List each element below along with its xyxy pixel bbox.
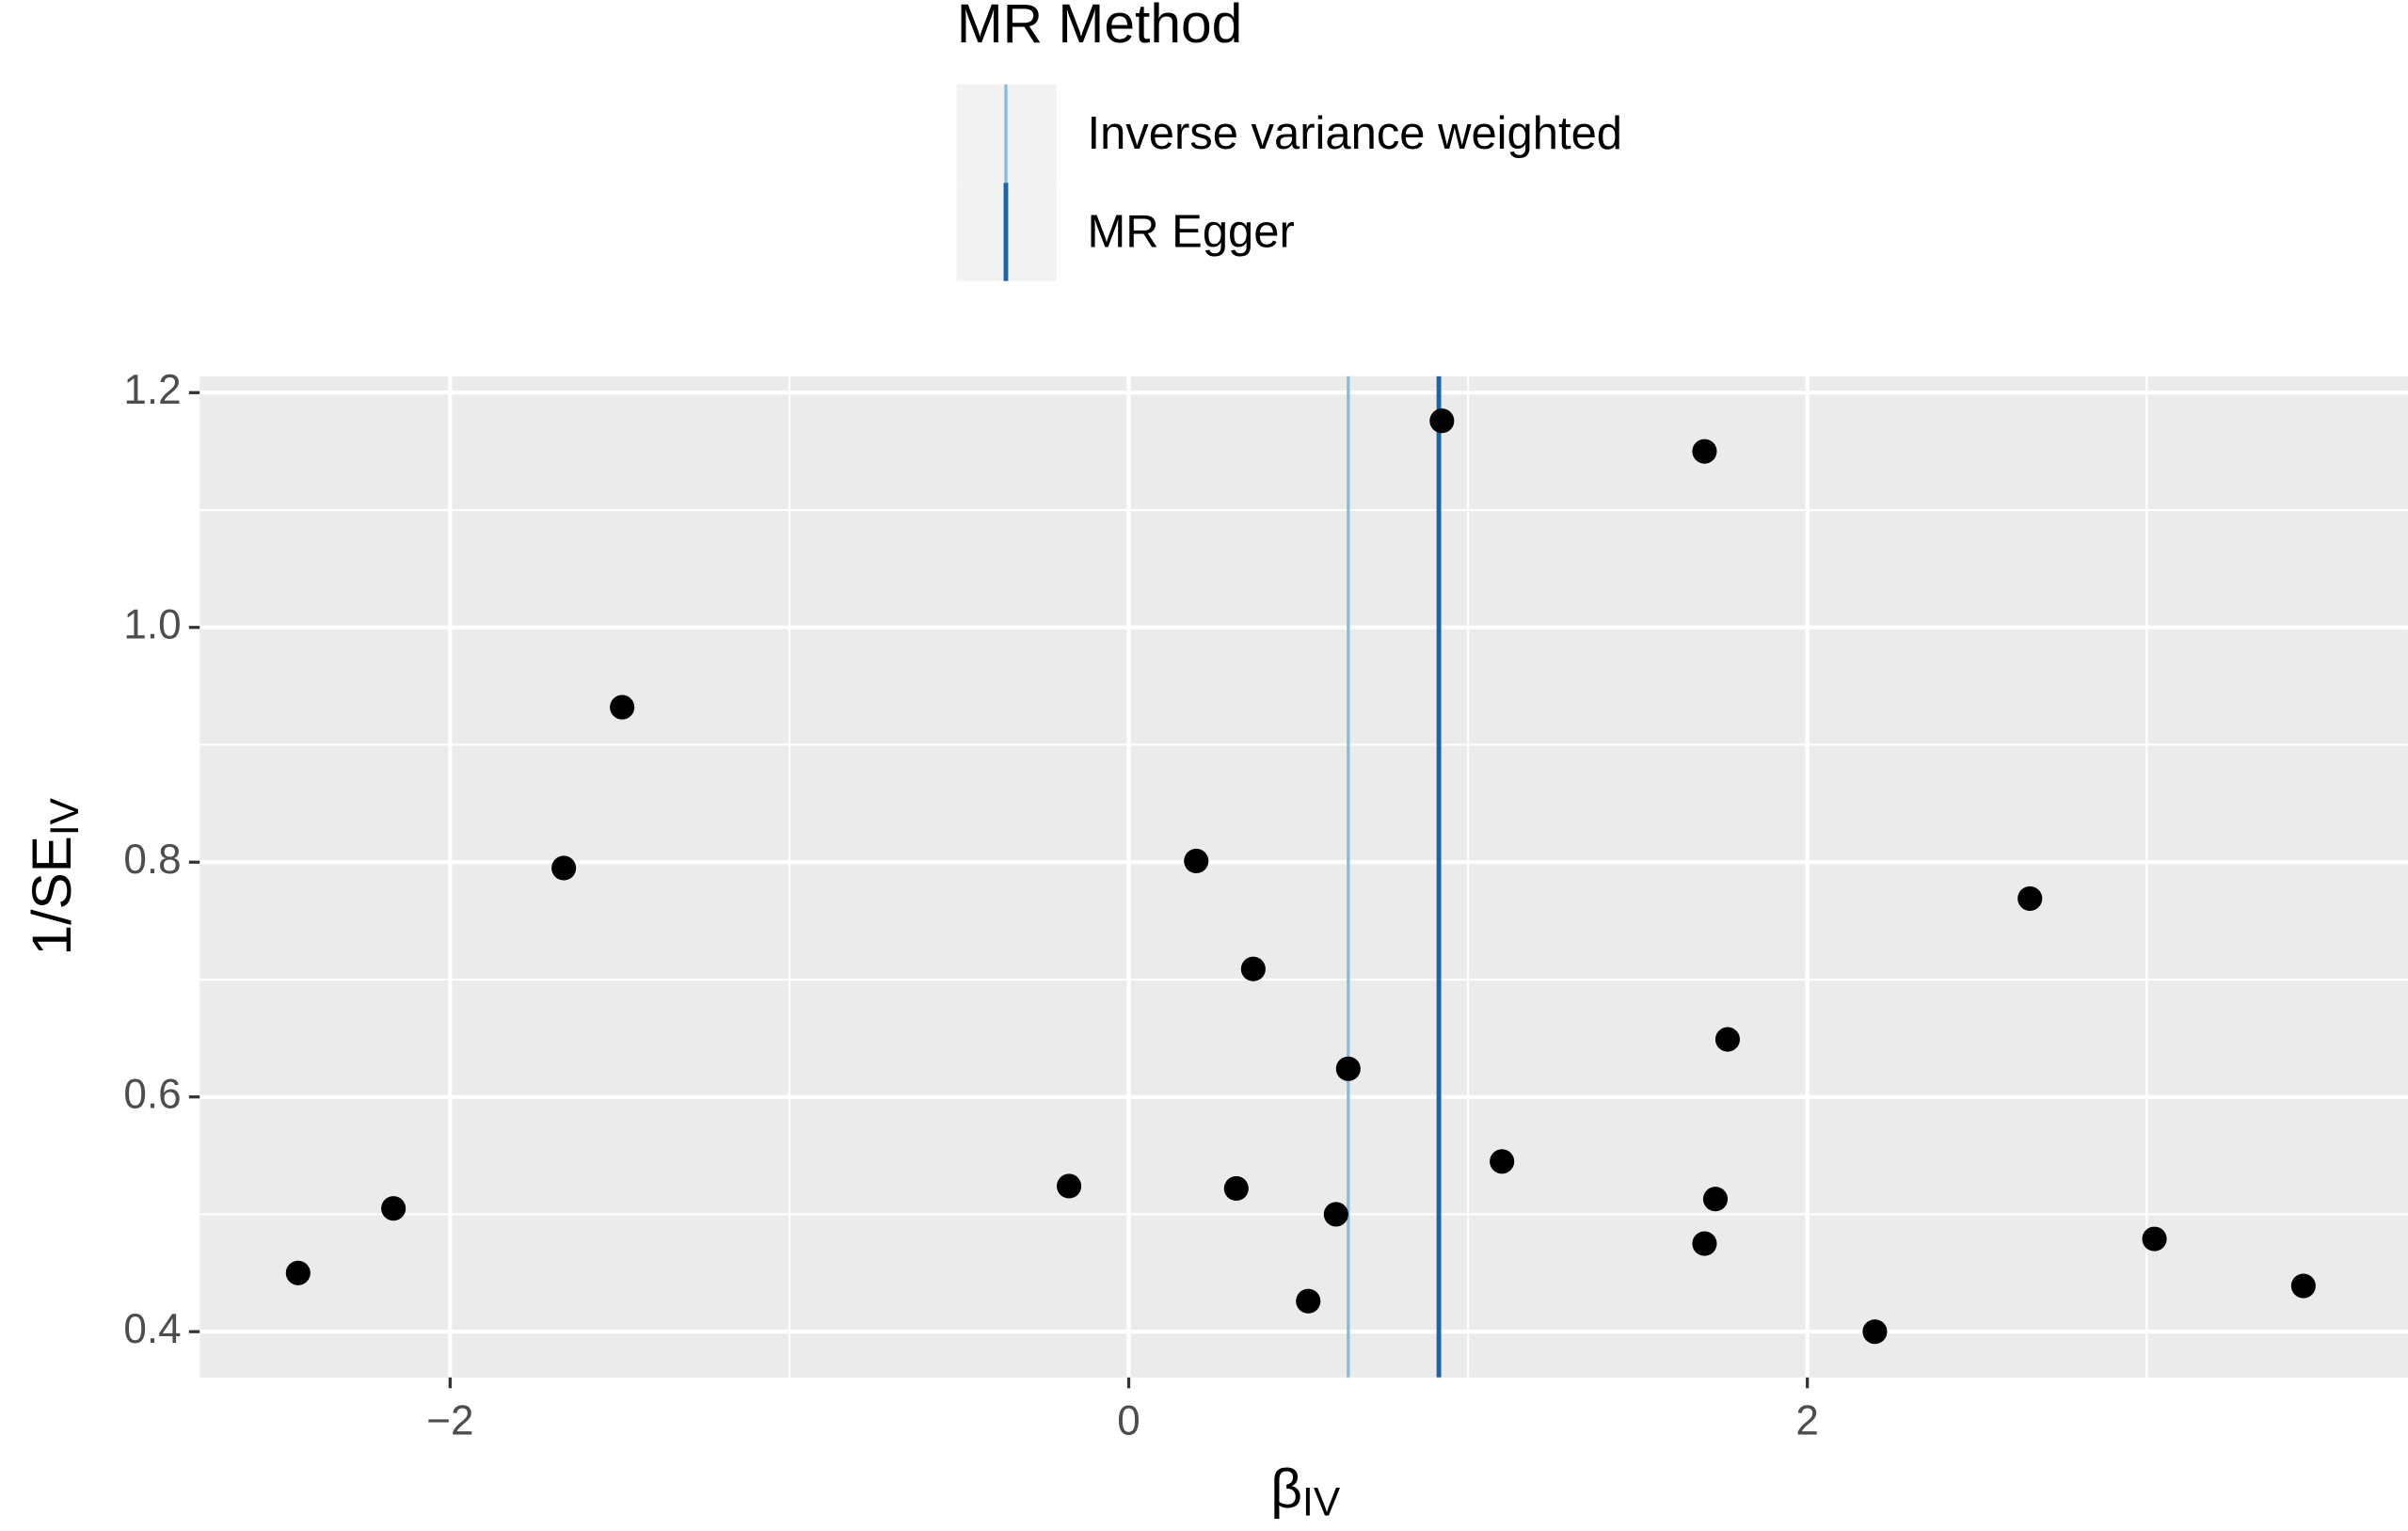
- point: [1296, 1288, 1321, 1314]
- y-tick-label: 1.0: [123, 601, 181, 647]
- x-axis-title: βIV: [1270, 1459, 1341, 1524]
- point: [285, 1260, 311, 1285]
- point: [1323, 1202, 1348, 1227]
- point: [1056, 1173, 1082, 1199]
- point: [2142, 1226, 2167, 1252]
- legend-label: Inverse variance weighted: [1087, 108, 1622, 159]
- x-tick-label: 2: [1795, 1397, 1818, 1443]
- point: [2290, 1273, 2316, 1299]
- x-axis-title-main: β: [1270, 1459, 1302, 1520]
- y-axis-title-main: 1/SE: [21, 836, 82, 955]
- x-tick-label: 0: [1117, 1397, 1140, 1443]
- point: [1335, 1056, 1361, 1081]
- panel-background: [199, 375, 2408, 1378]
- legend-label: MR Egger: [1087, 207, 1294, 258]
- y-axis-title-sub: IV: [42, 797, 87, 836]
- point: [1692, 1231, 1717, 1256]
- point: [551, 855, 577, 881]
- point: [381, 1196, 407, 1221]
- point: [1862, 1319, 1888, 1345]
- point: [2017, 885, 2043, 911]
- point: [1184, 848, 1209, 874]
- point: [610, 694, 635, 720]
- y-tick-label: 1.2: [123, 367, 181, 413]
- x-axis-title-sub: IV: [1302, 1479, 1341, 1523]
- point: [1702, 1187, 1729, 1212]
- point: [1714, 1027, 1740, 1052]
- y-tick-label: 0.4: [123, 1306, 181, 1352]
- point: [1240, 956, 1266, 981]
- y-axis-title: 1/SEIV: [21, 797, 87, 955]
- point: [1490, 1149, 1515, 1174]
- y-tick-label: 0.8: [123, 837, 181, 883]
- point: [1223, 1175, 1249, 1202]
- legend-title: MR Method: [957, 0, 1243, 55]
- y-tick-label: 0.6: [123, 1071, 181, 1117]
- point: [1692, 439, 1717, 464]
- point: [1429, 408, 1455, 434]
- x-tick-label: −2: [426, 1397, 473, 1443]
